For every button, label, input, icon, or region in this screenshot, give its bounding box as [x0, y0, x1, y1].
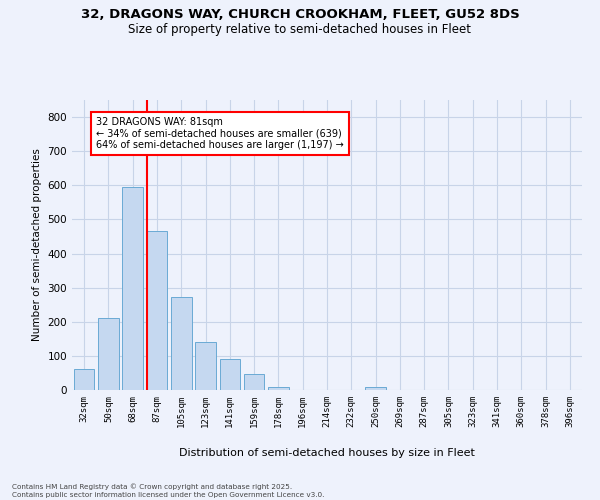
Bar [195, 342, 216, 390]
Bar [98, 318, 119, 390]
Bar [268, 386, 289, 390]
Text: 32 DRAGONS WAY: 81sqm
← 34% of semi-detached houses are smaller (639)
64% of sem: 32 DRAGONS WAY: 81sqm ← 34% of semi-deta… [96, 117, 344, 150]
Bar [244, 374, 265, 390]
Bar [122, 187, 143, 390]
Text: Size of property relative to semi-detached houses in Fleet: Size of property relative to semi-detach… [128, 22, 472, 36]
Y-axis label: Number of semi-detached properties: Number of semi-detached properties [32, 148, 42, 342]
Bar [365, 388, 386, 390]
Bar [146, 232, 167, 390]
Bar [220, 360, 240, 390]
Bar [171, 297, 191, 390]
Text: 32, DRAGONS WAY, CHURCH CROOKHAM, FLEET, GU52 8DS: 32, DRAGONS WAY, CHURCH CROOKHAM, FLEET,… [80, 8, 520, 20]
Text: Distribution of semi-detached houses by size in Fleet: Distribution of semi-detached houses by … [179, 448, 475, 458]
Bar [74, 369, 94, 390]
Text: Contains HM Land Registry data © Crown copyright and database right 2025.
Contai: Contains HM Land Registry data © Crown c… [12, 484, 325, 498]
